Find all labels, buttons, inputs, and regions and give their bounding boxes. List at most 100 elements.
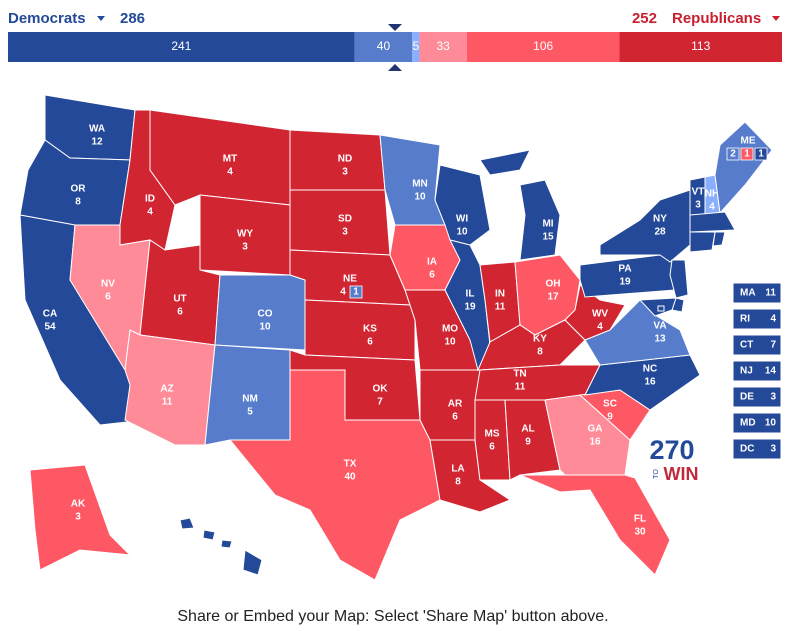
callout-box[interactable] [732, 308, 782, 330]
state-name: MA [740, 288, 756, 299]
state-shape[interactable] [689, 211, 736, 233]
state-votes: 3 [695, 200, 701, 211]
state-shape[interactable] [149, 109, 291, 206]
callout-box[interactable] [732, 386, 782, 408]
state-votes: 11 [495, 302, 506, 313]
rep-total: 252 [632, 10, 657, 27]
state-shape[interactable] [202, 529, 216, 541]
state-name: TN [513, 369, 526, 380]
state-shape[interactable] [657, 305, 665, 312]
state-votes: 54 [44, 322, 56, 333]
state-name: TX [344, 459, 357, 470]
bar-segment [412, 32, 420, 62]
state-votes: 17 [547, 292, 559, 303]
state-votes: 6 [105, 292, 111, 303]
state-name: ID [145, 194, 155, 205]
state-shape[interactable] [599, 189, 691, 263]
footer-note: Share or Embed your Map: Select 'Share M… [177, 608, 608, 625]
state-shape[interactable] [474, 399, 511, 481]
midpoint-marker [388, 64, 402, 71]
state-name: CT [740, 340, 753, 351]
bar-segment-label: 106 [533, 39, 553, 53]
state-name: NH [705, 189, 719, 200]
state-shape[interactable] [304, 299, 416, 361]
bar-segment [354, 32, 413, 62]
state-name: OH [546, 279, 561, 290]
state-name: KS [363, 324, 377, 335]
state-votes: 7 [770, 340, 776, 351]
state-name: HI [232, 539, 242, 550]
bar-segment-label: 33 [437, 39, 451, 53]
state-votes: 10 [444, 337, 456, 348]
callout-box[interactable] [732, 438, 782, 460]
state-name: NE [343, 274, 357, 285]
bar-segment-label: 113 [691, 39, 710, 53]
rep-caret[interactable] [772, 16, 780, 21]
district-box[interactable] [740, 147, 754, 161]
state-name: FL [634, 514, 646, 525]
bar-segment-label: 40 [377, 39, 391, 53]
callout-box[interactable] [732, 412, 782, 434]
state-name: OR [71, 184, 87, 195]
district-box[interactable] [349, 285, 363, 299]
state-votes: 14 [765, 366, 777, 377]
state-shape[interactable] [29, 464, 132, 571]
callout-box[interactable] [732, 334, 782, 356]
state-votes: 13 [654, 334, 666, 345]
state-name: NY [653, 214, 667, 225]
state-votes: 9 [525, 437, 531, 448]
state-shape[interactable] [519, 179, 561, 261]
callout-box[interactable] [732, 360, 782, 382]
state-votes: 30 [634, 527, 646, 538]
district-votes: 1 [744, 149, 750, 160]
state-name: NV [101, 279, 115, 290]
district-box[interactable] [726, 147, 740, 161]
state-name: NC [643, 364, 657, 375]
tally-bar: 241 40 5 33 106 113 [8, 32, 782, 62]
state-name: DC [740, 444, 754, 455]
state-name: NM [242, 394, 258, 405]
state-name: WI [456, 214, 468, 225]
state-name: WA [89, 124, 105, 135]
dem-total: 286 [120, 10, 145, 27]
state-shape[interactable] [479, 149, 531, 176]
state-votes: 3 [242, 242, 248, 253]
state-name: GA [588, 424, 603, 435]
state-shape[interactable] [179, 517, 195, 530]
state-shape[interactable] [689, 231, 716, 253]
state-votes: 19 [619, 277, 631, 288]
state-shape[interactable] [519, 474, 671, 576]
state-name: AR [448, 399, 463, 410]
state-shape[interactable] [504, 399, 561, 481]
state-votes: 4 [709, 202, 715, 213]
callout-box[interactable] [732, 282, 782, 304]
state-votes: 4 [234, 552, 240, 563]
state-name: NJ [740, 366, 753, 377]
state-shape[interactable] [242, 549, 263, 576]
state-shape[interactable] [669, 259, 689, 299]
state-votes: 8 [537, 347, 543, 358]
state-name: SD [338, 214, 352, 225]
dem-party[interactable]: Democrats [8, 10, 86, 27]
bar-segment [419, 32, 467, 62]
state-shape[interactable] [220, 539, 233, 549]
state-shape[interactable] [584, 299, 691, 366]
state-name: MT [223, 154, 237, 165]
state-name: MD [740, 418, 756, 429]
state-votes: 6 [452, 412, 458, 423]
state-shape[interactable] [564, 284, 626, 341]
district-box[interactable] [754, 147, 768, 161]
bar-segment [8, 32, 355, 62]
bar-segment [466, 32, 620, 62]
state-votes: 6 [367, 337, 373, 348]
district-votes: 1 [758, 149, 764, 160]
dem-caret[interactable] [97, 16, 105, 21]
state-votes: 3 [770, 392, 776, 403]
district-votes: 1 [353, 287, 359, 298]
rep-party[interactable]: Republicans [672, 10, 761, 27]
state-name: VT [692, 187, 705, 198]
state-votes: 3 [75, 512, 81, 523]
state-name: MO [442, 324, 458, 335]
